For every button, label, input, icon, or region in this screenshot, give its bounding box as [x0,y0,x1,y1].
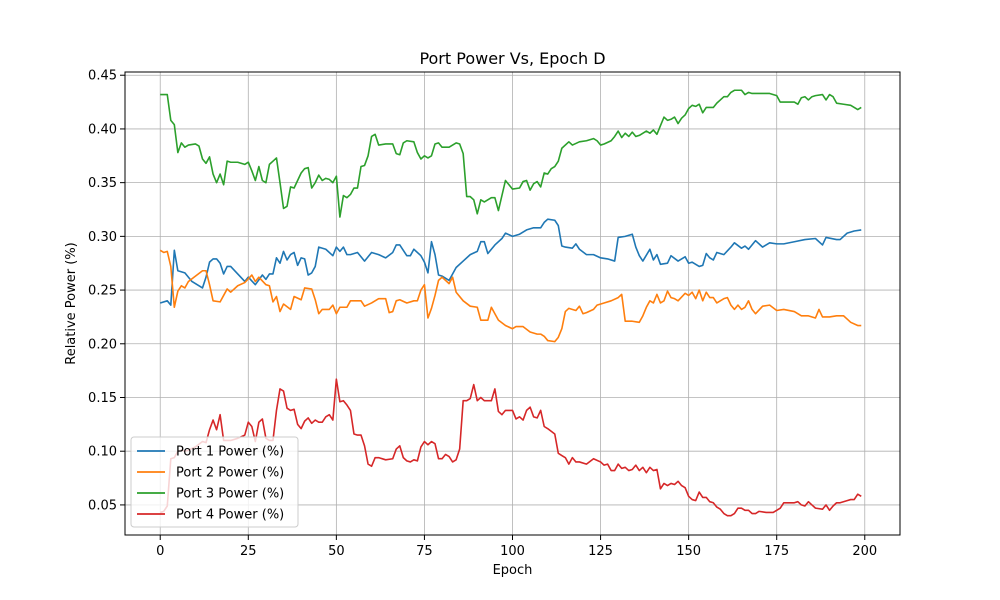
legend: Port 1 Power (%) Port 2 Power (%) Port 3 P… [130,436,299,528]
x-axis-ticks: 0 25 50 75 100 125 150 175 200 [156,535,877,559]
legend-label-port-1: Port 1 Power (%) [176,445,284,460]
y-tick-label: 0.10 [88,445,117,460]
x-tick-label: 50 [328,544,345,559]
legend-label-port-3: Port 3 Power (%) [176,487,284,502]
legend-box [130,436,299,528]
legend-label-port-2: Port 2 Power (%) [176,466,284,481]
y-tick-label: 0.40 [88,122,117,137]
y-tick-label: 0.15 [88,391,117,406]
y-tick-label: 0.35 [88,176,117,191]
series-line-port-1 [159,218,862,306]
series-line-port-4 [159,378,862,517]
y-tick-label: 0.05 [88,498,117,513]
x-tick-label: 75 [416,544,433,559]
x-tick-label: 125 [588,544,613,559]
x-tick-label: 150 [676,544,701,559]
y-tick-label: 0.30 [88,230,117,245]
series-line-port-3 [160,89,862,218]
chart-title: Port Power Vs, Epoch D [419,49,605,68]
series-line-port-2 [159,249,862,343]
x-axis-label: Epoch [493,563,533,578]
y-axis-ticks: 0.05 0.10 0.15 0.20 0.25 0.30 0.35 0.40 0.45 [88,69,125,513]
x-tick-label: 0 [156,544,164,559]
y-axis-label: Relative Power (%) [64,242,79,365]
legend-label-port-4: Port 4 Power (%) [176,508,284,523]
y-tick-label: 0.25 [88,284,117,299]
x-tick-label: 25 [240,544,257,559]
x-tick-label: 175 [764,544,789,559]
series-lines [159,89,862,517]
x-tick-label: 100 [500,544,525,559]
y-tick-label: 0.45 [88,69,117,84]
y-tick-label: 0.20 [88,337,117,352]
x-tick-label: 200 [852,544,877,559]
